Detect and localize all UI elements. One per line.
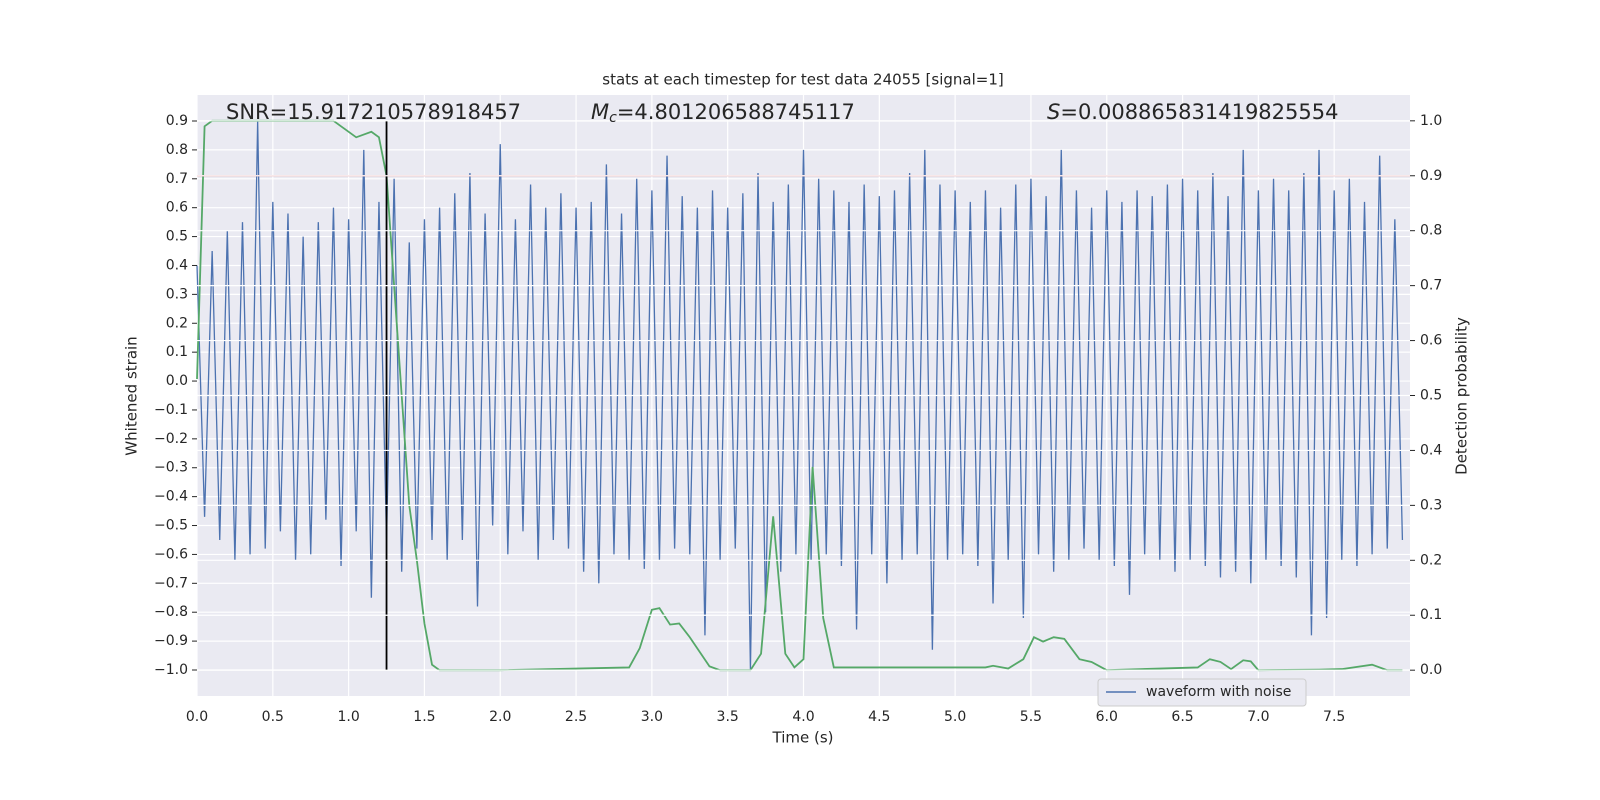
symbol: S bbox=[1047, 100, 1060, 124]
x-tick-label: 0.5 bbox=[262, 709, 284, 725]
legend: waveform with noise bbox=[1097, 678, 1307, 707]
x-tick-label: 1.5 bbox=[413, 709, 435, 725]
legend-box bbox=[1097, 678, 1307, 707]
y2-tick-label: 0.1 bbox=[1420, 607, 1442, 623]
y-tick-label: 0.3 bbox=[166, 286, 188, 302]
annotation-text: =0.008865831419825554 bbox=[1060, 100, 1338, 124]
y-tick-label: 0.9 bbox=[166, 113, 188, 129]
y-tick-label: −0.8 bbox=[154, 604, 188, 620]
x-tick-label: 7.0 bbox=[1247, 709, 1269, 725]
grid-right bbox=[197, 120, 1410, 671]
y-tick-label: 0.7 bbox=[166, 171, 188, 187]
annotation: Mc=4.801206588745117 bbox=[591, 100, 855, 126]
x-axis-label: Time (s) bbox=[772, 729, 834, 747]
x-tick-label: 0.0 bbox=[186, 709, 208, 725]
y-tick-label: −0.2 bbox=[154, 431, 188, 447]
y2-tick-label: 0.9 bbox=[1420, 168, 1442, 184]
y-tick-label: −0.4 bbox=[154, 489, 188, 505]
x-tick-label: 5.5 bbox=[1020, 709, 1042, 725]
x-tick-label: 2.5 bbox=[565, 709, 587, 725]
y2-tick-label: 0.8 bbox=[1420, 223, 1442, 239]
y2-tick-label: 0.3 bbox=[1420, 497, 1442, 513]
x-tick-label: 4.0 bbox=[792, 709, 814, 725]
y-tick-label: 0.4 bbox=[166, 257, 188, 273]
legend-label: waveform with noise bbox=[1146, 684, 1291, 700]
y-tick-label: 0.8 bbox=[166, 142, 188, 158]
x-tick-label: 2.0 bbox=[489, 709, 511, 725]
x-tick-label: 3.5 bbox=[717, 709, 739, 725]
subscript: c bbox=[609, 110, 617, 126]
y-tick-label: −0.3 bbox=[154, 460, 188, 476]
y-tick-label: −0.9 bbox=[154, 633, 188, 649]
y2-tick-label: 0.7 bbox=[1420, 278, 1442, 294]
chart-title: stats at each timestep for test data 240… bbox=[602, 71, 1003, 89]
x-tick-label: 4.5 bbox=[868, 709, 890, 725]
y-axis-label: Whitened strain bbox=[123, 336, 141, 455]
y-tick-label: 0.0 bbox=[166, 373, 188, 389]
y2-tick-label: 0.5 bbox=[1420, 388, 1442, 404]
y2-tick-label: 0.6 bbox=[1420, 333, 1442, 349]
y2-tick-label: 1.0 bbox=[1420, 113, 1442, 129]
y-tick-label: −1.0 bbox=[154, 662, 188, 678]
y-tick-label: −0.6 bbox=[154, 546, 188, 562]
annotation-text: =4.801206588745117 bbox=[617, 100, 855, 124]
x-tick-label: 6.5 bbox=[1171, 709, 1193, 725]
annotation: SNR=15.917210578918457 bbox=[226, 100, 521, 124]
labels: 0.0 0.5 1.0 1.5 2.0 2.5 3.0 3.5 4.0 4.5 5.0 5.5 6.0 6… bbox=[154, 113, 1442, 725]
x-tick-label: 7.5 bbox=[1323, 709, 1345, 725]
series-line bbox=[196, 119, 1403, 672]
y2-tick-label: 0.0 bbox=[1420, 662, 1442, 678]
x-tick-label: 1.0 bbox=[337, 709, 359, 725]
annotation: S=0.008865831419825554 bbox=[1047, 100, 1338, 124]
y-tick-label: 0.2 bbox=[166, 315, 188, 331]
y-tick-label: −0.1 bbox=[154, 402, 188, 418]
y-tick-label: 0.5 bbox=[166, 229, 188, 245]
x-tick-label: 3.0 bbox=[641, 709, 663, 725]
x-tick-label: 5.0 bbox=[944, 709, 966, 725]
y-tick-label: −0.7 bbox=[154, 575, 188, 591]
y2-tick-label: 0.2 bbox=[1420, 552, 1442, 568]
y2-tick-label: 0.4 bbox=[1420, 442, 1442, 458]
symbol: M bbox=[591, 100, 609, 124]
y-tick-label: −0.5 bbox=[154, 518, 188, 534]
series-line bbox=[196, 120, 1404, 671]
y-tick-label: 0.1 bbox=[166, 344, 188, 360]
x-tick-label: 6.0 bbox=[1096, 709, 1118, 725]
y-tick-label: 0.6 bbox=[166, 200, 188, 216]
y2-axis-label: Detection probability bbox=[1453, 317, 1471, 475]
